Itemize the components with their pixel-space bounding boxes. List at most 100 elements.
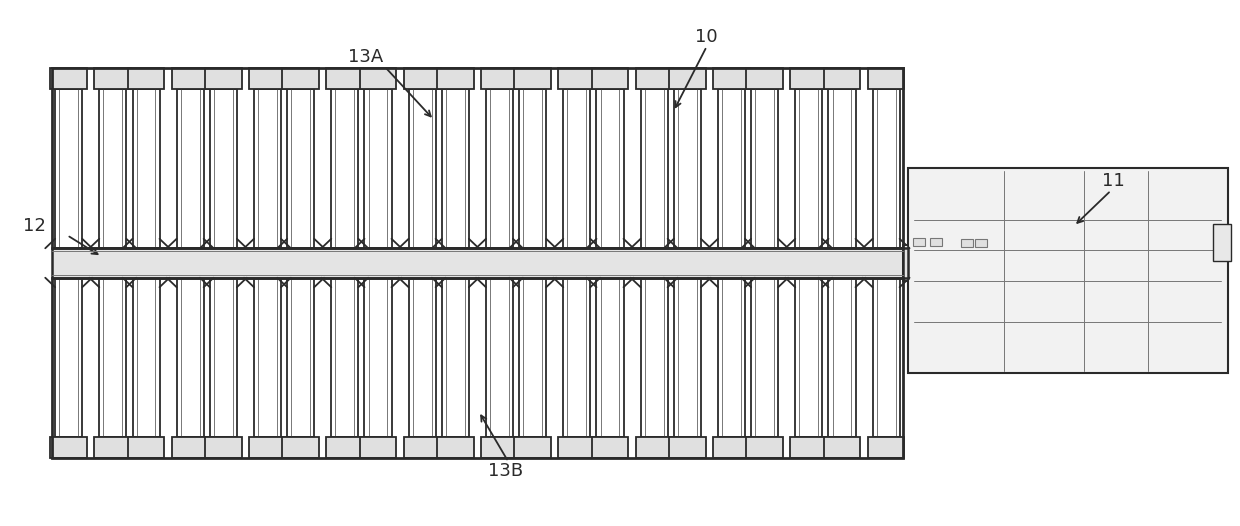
Bar [558,68,595,89]
Bar [133,278,160,437]
Bar [641,89,667,248]
Text: 13A: 13A [348,48,383,66]
Bar [751,89,779,248]
Bar [94,68,131,89]
Bar [515,68,551,89]
Bar [404,68,440,89]
Bar [283,437,319,458]
Bar [436,68,474,89]
Bar [591,68,629,89]
Bar [873,89,900,248]
Bar [172,437,208,458]
Bar [283,68,319,89]
Bar [746,437,782,458]
Bar [520,278,546,437]
Text: 11: 11 [1102,173,1125,190]
Bar [55,278,82,437]
Bar [961,239,973,247]
Bar [596,89,624,248]
Bar [409,89,435,248]
Bar [828,89,856,248]
Bar [133,89,160,248]
Bar [365,278,392,437]
Bar [790,68,827,89]
Bar [249,437,286,458]
Bar [673,89,701,248]
Bar [176,278,203,437]
Bar [903,248,908,278]
Bar [331,278,358,437]
Bar [360,68,397,89]
Bar [51,437,87,458]
Bar [210,278,237,437]
Bar [326,437,363,458]
Bar [828,278,856,437]
Bar [99,89,126,248]
Bar [486,89,513,248]
Bar [331,89,358,248]
Bar [673,278,701,437]
Bar [254,278,281,437]
Bar [823,437,861,458]
Bar [249,68,286,89]
Bar [903,245,908,281]
Bar [205,68,242,89]
Bar [520,89,546,248]
Bar [668,437,706,458]
Bar [176,89,203,248]
Bar [913,238,925,246]
Bar [930,238,942,246]
Bar [99,278,126,437]
Bar [128,437,165,458]
Bar [790,437,827,458]
Bar [288,278,314,437]
Bar [55,89,82,248]
Bar [481,68,518,89]
Bar [868,68,904,89]
Bar [713,437,750,458]
Bar [436,437,474,458]
Bar [746,68,782,89]
Bar [668,68,706,89]
Bar [52,68,903,248]
Bar [404,437,440,458]
Bar [288,89,314,248]
Bar [94,437,131,458]
Bar [823,68,861,89]
Bar [718,278,745,437]
Bar [481,437,518,458]
Bar [441,278,469,437]
Bar [873,278,900,437]
Bar [795,89,822,248]
Bar [1213,224,1231,260]
Bar [636,437,672,458]
Text: 10: 10 [696,28,718,46]
Bar [409,278,435,437]
Bar [563,278,590,437]
Bar [205,437,242,458]
Bar [365,89,392,248]
Bar [128,68,165,89]
Bar [515,437,551,458]
Bar [563,89,590,248]
Bar [254,89,281,248]
Bar [51,68,87,89]
Bar [210,89,237,248]
Bar [596,278,624,437]
Bar [751,278,779,437]
Bar [975,239,987,247]
Bar [486,278,513,437]
Bar [558,437,595,458]
Bar [172,68,208,89]
Bar [52,278,903,458]
Bar [908,168,1228,373]
Bar [868,437,904,458]
Bar [718,89,745,248]
Bar [360,437,397,458]
Text: 13B: 13B [489,462,523,480]
Bar [441,89,469,248]
Bar [641,278,667,437]
Text: 12: 12 [24,217,46,235]
Bar [713,68,750,89]
Bar [326,68,363,89]
